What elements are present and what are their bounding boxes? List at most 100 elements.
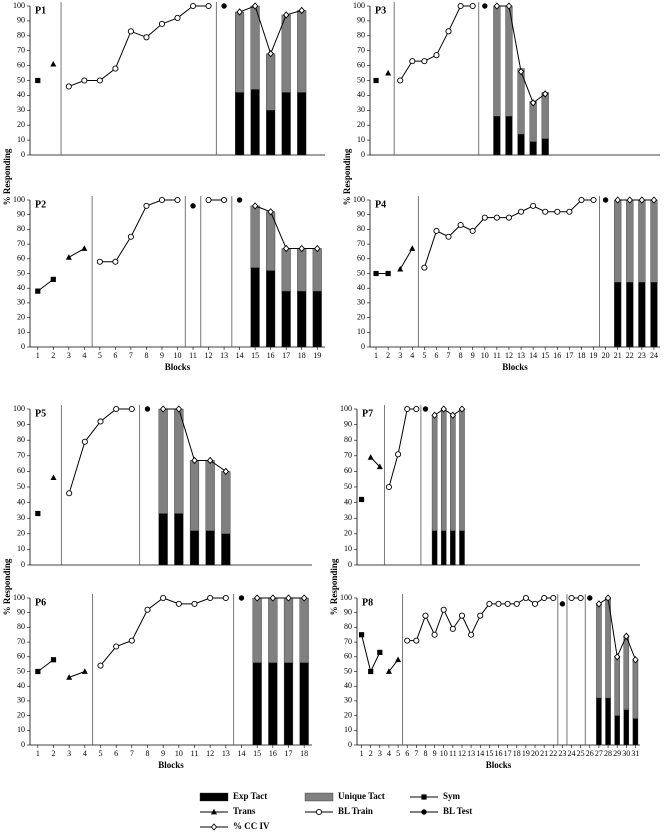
series-line bbox=[68, 671, 86, 678]
bl-train-marker bbox=[385, 483, 393, 491]
x-tick-label: 8 bbox=[146, 749, 150, 758]
bar bbox=[596, 697, 602, 746]
bl-train-marker bbox=[505, 214, 513, 221]
trans-marker bbox=[385, 69, 392, 76]
y-tick-label: 60 bbox=[17, 466, 25, 475]
bl-train-marker bbox=[495, 600, 502, 607]
x-tick-label: 19 bbox=[522, 749, 530, 758]
x-tick-label: 24 bbox=[568, 749, 576, 758]
y-tick-label: 30 bbox=[344, 696, 352, 705]
bar bbox=[605, 697, 611, 746]
cc-iv-marker bbox=[191, 456, 198, 465]
x-tick-label: 28 bbox=[604, 749, 612, 758]
y-tick-label: 20 bbox=[17, 529, 25, 538]
x-tick-label: 12 bbox=[205, 351, 213, 360]
sym-marker bbox=[35, 77, 41, 84]
bar bbox=[493, 5, 501, 117]
bl-train-marker bbox=[144, 606, 151, 613]
bl-train-marker bbox=[191, 600, 198, 607]
y-tick-label: 90 bbox=[357, 16, 365, 25]
bl-train-marker bbox=[395, 451, 402, 458]
bl-train-marker bbox=[128, 637, 135, 644]
series-line bbox=[100, 597, 226, 666]
bl-train-marker bbox=[590, 196, 597, 204]
legend-marker bbox=[421, 794, 427, 800]
x-tick-label: 16 bbox=[267, 351, 275, 360]
y-tick-label: 70 bbox=[344, 637, 352, 646]
x-tick-label: 10 bbox=[440, 749, 448, 758]
y-tick-label: 80 bbox=[17, 31, 25, 40]
sym-marker bbox=[35, 288, 41, 294]
y-tick-label: 0 bbox=[21, 560, 25, 569]
bl-train-marker bbox=[221, 196, 228, 204]
bl-train-marker bbox=[413, 405, 420, 413]
trans-marker bbox=[385, 668, 392, 674]
y-tick-label: 0 bbox=[348, 560, 352, 569]
trans-marker bbox=[50, 60, 57, 67]
cc-iv-marker bbox=[632, 656, 639, 664]
bl-train-marker bbox=[158, 20, 166, 27]
bar bbox=[440, 408, 447, 531]
bar bbox=[266, 53, 276, 111]
cc-iv-marker bbox=[282, 11, 290, 19]
y-tick-label: 30 bbox=[17, 298, 25, 307]
y-tick-label: 90 bbox=[17, 16, 25, 25]
y-tick-label: 50 bbox=[344, 482, 352, 491]
panel-title: P2 bbox=[35, 199, 46, 210]
y-tick-label: 100 bbox=[13, 593, 25, 602]
cc-iv-marker bbox=[604, 594, 612, 602]
bl-train-marker bbox=[413, 637, 420, 644]
series-line bbox=[399, 5, 473, 81]
y-tick-label: 100 bbox=[13, 1, 25, 10]
bl-train-marker bbox=[96, 77, 103, 84]
bl-train-marker bbox=[449, 625, 456, 632]
bl-train-marker bbox=[517, 208, 525, 215]
legend-label: BL Test bbox=[443, 806, 472, 816]
bl-train-marker bbox=[468, 631, 475, 638]
x-tick-label: 6 bbox=[113, 351, 117, 360]
y-tick-label: 30 bbox=[17, 105, 25, 114]
y-tick-label: 100 bbox=[340, 404, 352, 413]
bl-train-marker bbox=[189, 2, 197, 10]
x-tick-label: 9 bbox=[160, 351, 164, 360]
bar bbox=[250, 89, 260, 156]
y-tick-label: 70 bbox=[357, 239, 365, 248]
bl-train-marker bbox=[422, 612, 429, 619]
y-tick-label: 70 bbox=[17, 451, 25, 460]
x-tick-label: 12 bbox=[505, 351, 513, 360]
bl-train-marker bbox=[404, 405, 411, 413]
bar bbox=[268, 597, 278, 663]
x-tick-label: 6 bbox=[434, 351, 438, 360]
x-tick-label: 22 bbox=[626, 351, 634, 360]
x-tick-label: 4 bbox=[410, 351, 414, 360]
x-tick-label: 22 bbox=[549, 749, 557, 758]
bl-train-marker bbox=[469, 227, 476, 234]
y-tick-label: 10 bbox=[344, 725, 352, 734]
bar bbox=[650, 199, 658, 283]
bar bbox=[638, 282, 646, 348]
trans-marker bbox=[66, 674, 73, 680]
bl-train-marker bbox=[481, 214, 488, 221]
bar bbox=[205, 460, 215, 531]
x-tick-label: 21 bbox=[540, 749, 548, 758]
bl-train-marker bbox=[531, 600, 539, 607]
bar bbox=[614, 199, 622, 283]
series-line bbox=[598, 597, 636, 660]
x-tick-label: 1 bbox=[360, 749, 364, 758]
bar bbox=[250, 267, 260, 348]
y-tick-label: 40 bbox=[344, 681, 352, 690]
x-tick-label: 6 bbox=[405, 749, 409, 758]
x-tick-label: 8 bbox=[459, 351, 463, 360]
x-tick-label: 9 bbox=[433, 749, 437, 758]
x-axis-label: Blocks bbox=[158, 760, 184, 770]
x-tick-label: 3 bbox=[67, 749, 71, 758]
trans-marker bbox=[395, 656, 402, 663]
x-tick-label: 23 bbox=[558, 749, 566, 758]
bl-train-marker bbox=[477, 612, 484, 619]
bl-train-marker bbox=[397, 77, 404, 84]
bar bbox=[283, 662, 294, 746]
x-tick-label: 24 bbox=[650, 351, 658, 360]
bar bbox=[252, 662, 262, 746]
bl-train-marker bbox=[541, 594, 548, 602]
